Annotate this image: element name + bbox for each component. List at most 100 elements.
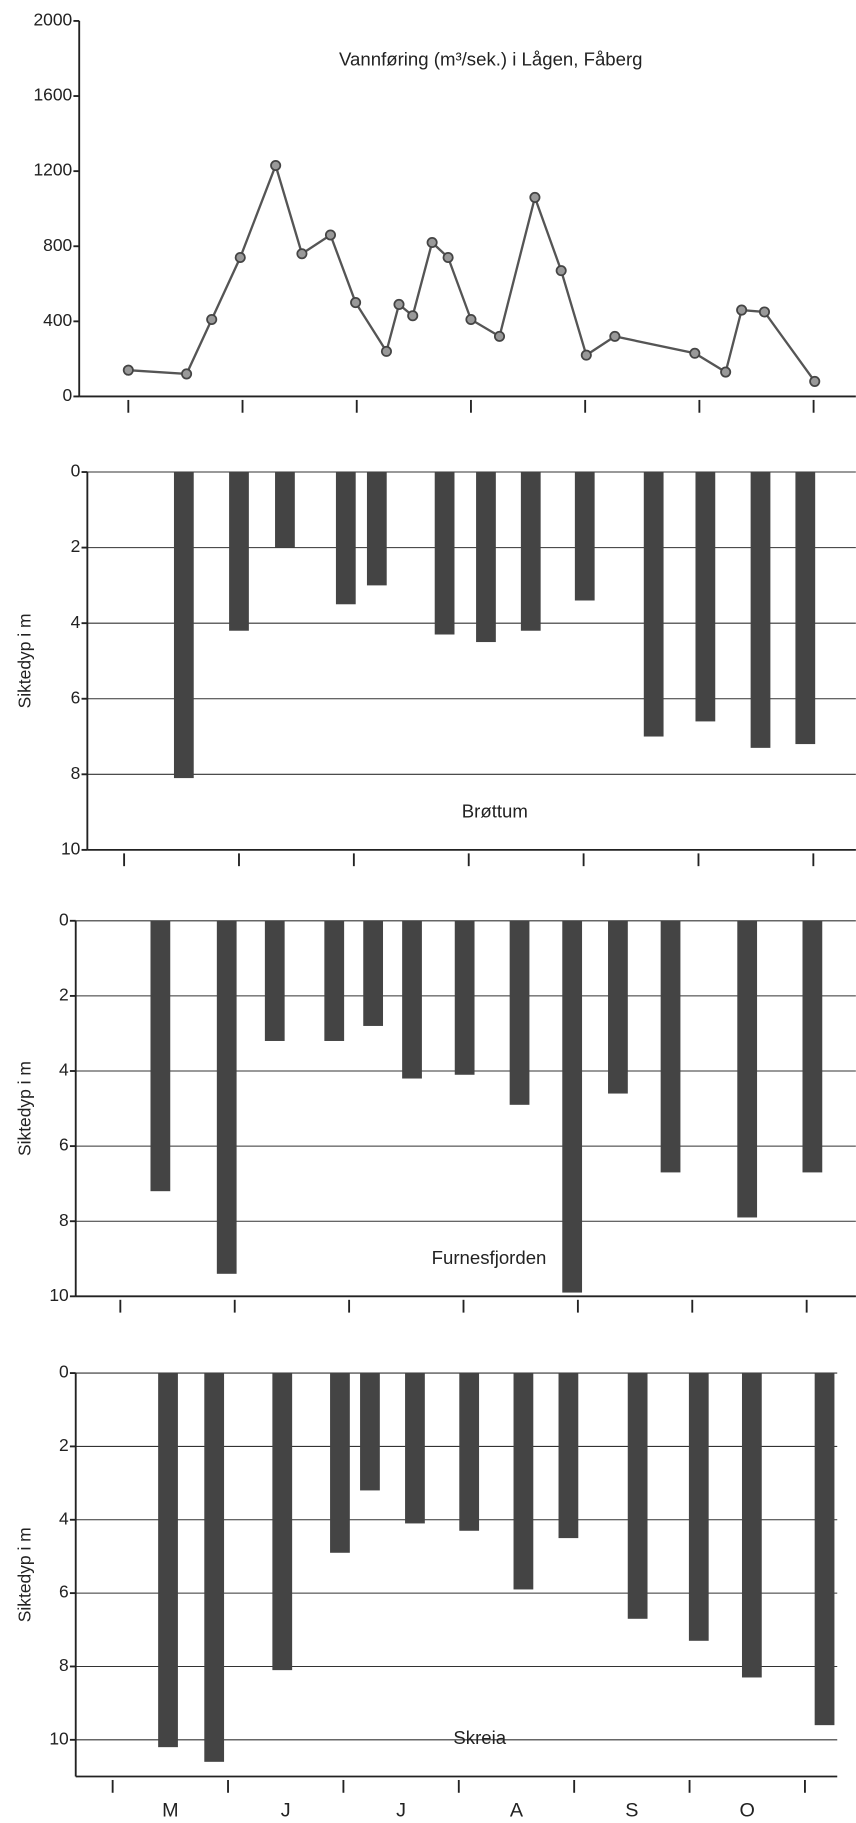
y-tick-label: 0 (59, 909, 69, 929)
y-tick-label: 10 (49, 1285, 69, 1305)
flow-point (393, 298, 405, 310)
bar (688, 1373, 709, 1641)
bar (363, 920, 384, 1026)
y-tick-label: 1600 (33, 85, 72, 105)
flow-point (426, 236, 438, 249)
flow-point (122, 364, 134, 376)
flow-line (128, 161, 816, 383)
panel-title: Skreia (453, 1727, 506, 1748)
bar (330, 1373, 350, 1553)
y-axis-label: Siktedyp i m (14, 614, 34, 709)
flow-point (380, 345, 392, 357)
y-tick-label: 8 (71, 763, 81, 783)
y-tick-label: 6 (59, 1582, 69, 1602)
y-tick-label: 6 (71, 687, 81, 707)
bar (216, 920, 237, 1274)
y-tick-label: 0 (63, 385, 73, 405)
y-axis-label: Siktedyp i m (14, 1061, 34, 1156)
flow-point (407, 310, 419, 322)
bar (324, 920, 345, 1041)
bar (335, 472, 356, 605)
y-tick-label: 800 (43, 235, 72, 255)
flow-point (609, 330, 621, 342)
flow-point (555, 265, 567, 277)
bar (562, 920, 583, 1293)
panel-title: Furnesfjorden (432, 1247, 547, 1268)
bar (272, 1373, 293, 1671)
y-tick-label: 8 (59, 1210, 69, 1230)
bar (454, 920, 475, 1075)
flow-point (234, 251, 246, 264)
flow-point (442, 251, 454, 264)
chart-title: Vannføring (m³/sek.) i Lågen, Fåberg (339, 48, 642, 69)
bar (405, 1373, 425, 1524)
y-tick-label: 2 (59, 1435, 69, 1455)
y-tick-label: 10 (61, 838, 81, 858)
bar (608, 920, 628, 1094)
flow-point (270, 159, 282, 172)
bar (741, 1373, 762, 1678)
bar (558, 1373, 579, 1539)
flow-point (206, 313, 218, 325)
flow-point (736, 304, 748, 316)
flow-point (720, 366, 732, 378)
y-tick-label: 0 (71, 461, 81, 481)
y-tick-label: 8 (59, 1655, 69, 1675)
flow-point (181, 368, 193, 380)
bar (520, 472, 541, 631)
bar (695, 472, 716, 722)
bar (434, 472, 455, 635)
bar (402, 920, 422, 1079)
flow-point (324, 229, 336, 241)
bar (627, 1373, 648, 1619)
y-tick-label: 400 (43, 310, 72, 330)
y-tick-label: 4 (71, 612, 81, 632)
bar (150, 920, 171, 1192)
bar (360, 1373, 380, 1491)
y-tick-label: 1200 (33, 160, 72, 180)
bar (802, 920, 823, 1173)
bar (366, 472, 387, 586)
bar (795, 472, 816, 745)
y-tick-label: 6 (59, 1135, 69, 1155)
y-tick-label: 2 (71, 536, 81, 556)
x-tick-label: J (396, 1800, 406, 1822)
x-tick-label: A (510, 1800, 524, 1822)
flow-point (465, 313, 477, 325)
bar (459, 1373, 480, 1531)
bar (275, 472, 295, 548)
flow-point (493, 330, 506, 342)
y-tick-label: 4 (59, 1508, 69, 1528)
x-tick-label: S (625, 1800, 638, 1822)
x-tick-label: J (281, 1800, 291, 1822)
flow-point (296, 248, 308, 260)
y-tick-label: 10 (49, 1728, 69, 1748)
bar (814, 1373, 835, 1726)
y-tick-label: 0 (59, 1362, 69, 1382)
bar (476, 472, 496, 643)
x-tick-label: O (740, 1800, 755, 1822)
y-axis-label: Siktedyp i m (14, 1527, 34, 1622)
flow-point (580, 349, 592, 361)
x-tick-label: M (162, 1800, 178, 1822)
panel-title: Brøttum (462, 801, 528, 822)
bar (513, 1373, 534, 1590)
bar (737, 920, 758, 1218)
y-tick-label: 2000 (33, 10, 72, 30)
flow-point (809, 375, 821, 387)
bar (158, 1373, 178, 1748)
bar (204, 1373, 225, 1762)
bar (229, 472, 249, 631)
bar (660, 920, 681, 1173)
y-tick-label: 2 (59, 985, 69, 1005)
bar (643, 472, 664, 737)
bar (173, 472, 194, 779)
flow-point (758, 306, 771, 318)
bar (574, 472, 595, 601)
y-tick-label: 4 (59, 1060, 69, 1080)
bar (509, 920, 530, 1105)
flow-point (689, 347, 701, 359)
bar (750, 472, 771, 748)
